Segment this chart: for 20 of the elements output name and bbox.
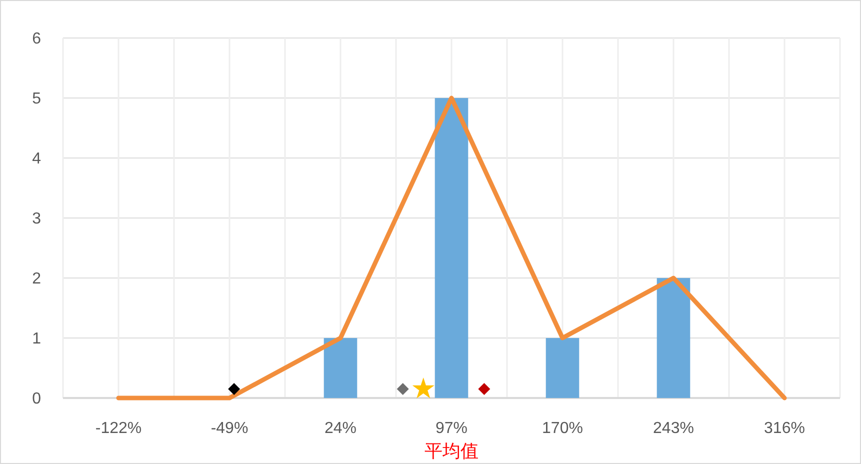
y-tick-label: 3 xyxy=(32,210,42,228)
line-series xyxy=(116,96,787,400)
y-tick-label: 0 xyxy=(32,390,42,408)
x-tick-label: -122% xyxy=(95,420,142,437)
y-tick-label: 6 xyxy=(32,30,42,48)
x-tick-label: 243% xyxy=(653,420,694,437)
y-tick-label: 4 xyxy=(32,150,42,168)
x-tick-label: 170% xyxy=(542,420,583,437)
x-tick-label: -49% xyxy=(210,420,248,437)
y-tick-label: 5 xyxy=(32,90,42,108)
y-tick-label: 2 xyxy=(32,270,42,288)
x-tick-label: 97% xyxy=(435,420,468,437)
y-tick-label: 1 xyxy=(32,330,42,348)
bar xyxy=(324,338,358,398)
x-tick-label: 24% xyxy=(324,420,357,437)
x-tick-label: 316% xyxy=(764,420,805,437)
bar xyxy=(656,278,690,398)
bar xyxy=(546,338,580,398)
bar xyxy=(434,98,468,398)
text: 平均值 xyxy=(424,441,478,461)
